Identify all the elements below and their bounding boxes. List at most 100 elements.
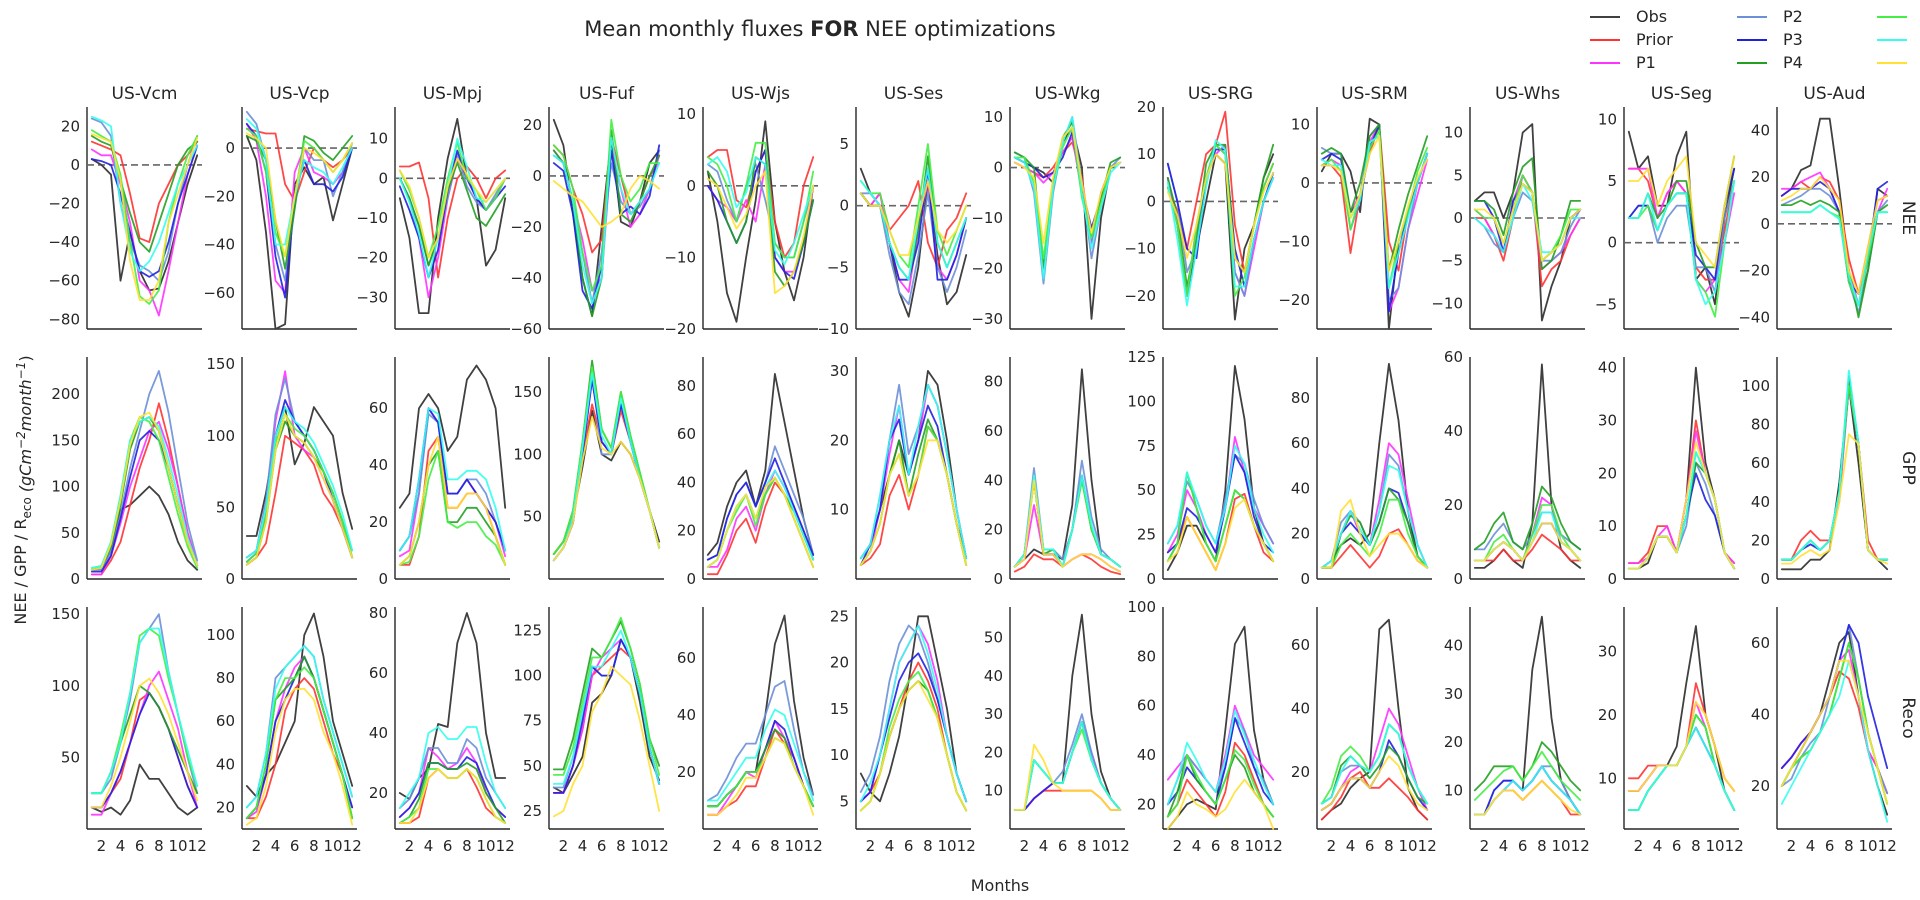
y-tick-label: 75 xyxy=(1137,437,1156,455)
panel-us-srg-gpp: 0 25 50 75 100 125 xyxy=(1127,348,1278,588)
series-line-p7 xyxy=(1013,479,1122,573)
series-line-p3 xyxy=(859,167,968,281)
y-tick-label: 60 xyxy=(1751,454,1770,472)
y-tick-label: 20 xyxy=(1291,525,1310,543)
series-line-p1 xyxy=(1780,649,1889,795)
site-title-us-aud: US-Aud xyxy=(1803,84,1865,104)
y-tick-label: 25 xyxy=(830,607,849,625)
series-line-prior xyxy=(1780,385,1889,561)
y-tick-label: 5 xyxy=(1453,166,1463,184)
y-tick-label: 0 xyxy=(1300,174,1310,192)
y-tick-label: 10 xyxy=(984,782,1003,800)
series-line-obs xyxy=(1473,123,1582,322)
y-tick-label: 60 xyxy=(1291,434,1310,452)
y-tick-label: 5 xyxy=(839,135,849,153)
series-line-p6 xyxy=(1780,659,1889,823)
series-line-p2 xyxy=(90,117,199,282)
y-tick-label: 30 xyxy=(1598,642,1617,660)
series-line-prior xyxy=(245,127,354,203)
series-line-obs xyxy=(398,118,507,315)
y-tick-label: 20 xyxy=(830,431,849,449)
y-tick-label: 80 xyxy=(984,373,1003,391)
x-tick-label: 2 xyxy=(713,837,723,855)
y-tick-label: −40 xyxy=(1738,308,1770,326)
y-tick-label: 25 xyxy=(523,802,542,820)
x-tick-label: 6 xyxy=(1672,837,1682,855)
series-line-prior xyxy=(398,161,507,279)
y-tick-label: −20 xyxy=(971,259,1003,277)
y-tick-label: 20 xyxy=(830,654,849,672)
y-tick-label: 10 xyxy=(1444,124,1463,142)
x-tick-label: 4 xyxy=(1653,837,1663,855)
series-line-p6 xyxy=(859,167,968,281)
series-line-p7 xyxy=(706,737,815,816)
series-line-p7 xyxy=(1473,182,1582,262)
y-tick-label: 125 xyxy=(513,621,542,639)
series-line-p6 xyxy=(1166,709,1275,806)
y-tick-label: 15 xyxy=(830,700,849,718)
series-line-obs xyxy=(245,406,354,537)
y-tick-label: −10 xyxy=(971,209,1003,227)
y-tick-label: 0 xyxy=(378,169,388,187)
x-tick-label: 2 xyxy=(1634,837,1644,855)
series-line-p6 xyxy=(1780,369,1889,561)
series-line-prior xyxy=(1473,533,1582,562)
y-tick-label: −20 xyxy=(1738,262,1770,280)
series-line-p7 xyxy=(859,680,968,812)
panel-us-aud-nee: US-Aud −40 −20 0 20 40 xyxy=(1738,84,1892,330)
series-line-p7 xyxy=(1013,126,1122,245)
row-label-nee: NEE xyxy=(1898,201,1918,235)
series-line-p7 xyxy=(706,170,815,295)
x-tick-label: 8 xyxy=(770,837,780,855)
panel-us-ses-nee: US-Ses −10 −5 0 5 xyxy=(817,84,971,338)
legend-label-p3: P3 xyxy=(1783,30,1803,49)
y-tick-label: −60 xyxy=(203,284,235,302)
series-line-obs xyxy=(90,763,199,816)
x-tick-label: 2 xyxy=(405,837,415,855)
y-tick-label: 0 xyxy=(378,570,388,588)
site-title-us-wjs: US-Wjs xyxy=(731,84,790,104)
series-line-p6 xyxy=(245,644,354,809)
series-line-p6 xyxy=(1627,180,1736,306)
x-tick-label: 10 xyxy=(1398,837,1417,855)
y-tick-label: −20 xyxy=(510,218,542,236)
series-line-p7 xyxy=(245,413,354,566)
y-tick-label: 20 xyxy=(216,798,235,816)
y-tick-label: 10 xyxy=(1598,517,1617,535)
y-tick-label: 40 xyxy=(984,471,1003,489)
series-line-p7 xyxy=(1166,778,1275,830)
x-tick-label: 2 xyxy=(1787,837,1797,855)
series-line-p4 xyxy=(859,680,968,812)
x-tick-label: 10 xyxy=(1858,837,1877,855)
panel-us-mpj-gpp: 0 20 40 60 xyxy=(369,357,510,588)
x-tick-label: 8 xyxy=(462,837,472,855)
series-line-p4 xyxy=(1320,745,1429,805)
series-line-p7 xyxy=(1627,701,1736,792)
y-tick-label: 80 xyxy=(216,669,235,687)
site-title-us-vcp: US-Vcp xyxy=(269,84,329,104)
series-line-p7 xyxy=(90,133,199,301)
y-tick-label: 0 xyxy=(993,570,1003,588)
y-tick-label: 40 xyxy=(1751,121,1770,139)
series-line-p6 xyxy=(90,115,199,273)
series-line-p7 xyxy=(552,415,661,562)
y-tick-label: 10 xyxy=(1444,781,1463,799)
series-line-p1 xyxy=(1627,430,1736,564)
series-line-obs xyxy=(1320,117,1429,330)
y-tick-label: 20 xyxy=(984,521,1003,539)
series-line-p3 xyxy=(1166,453,1275,554)
y-tick-label: 0 xyxy=(993,159,1003,177)
y-tick-label: 40 xyxy=(1291,479,1310,497)
series-line-p5 xyxy=(1013,126,1122,260)
site-title-us-vcm: US-Vcm xyxy=(112,84,178,104)
panel-us-mpj-reco: 20 40 60 80 2 4 6 8 10 12 xyxy=(369,604,515,855)
y-tick-label: 20 xyxy=(1444,496,1463,514)
x-tick-label: 8 xyxy=(154,837,164,855)
y-tick-label: 60 xyxy=(677,649,696,667)
row-label-reco: Reco xyxy=(1898,697,1918,738)
x-tick-label: 4 xyxy=(1499,837,1509,855)
series-line-p4 xyxy=(1473,485,1582,551)
legend: ObsPriorP1P2P3P4P5P6P7 xyxy=(1590,7,1907,72)
x-tick-label: 4 xyxy=(1346,837,1356,855)
y-tick-label: 60 xyxy=(1137,697,1156,715)
